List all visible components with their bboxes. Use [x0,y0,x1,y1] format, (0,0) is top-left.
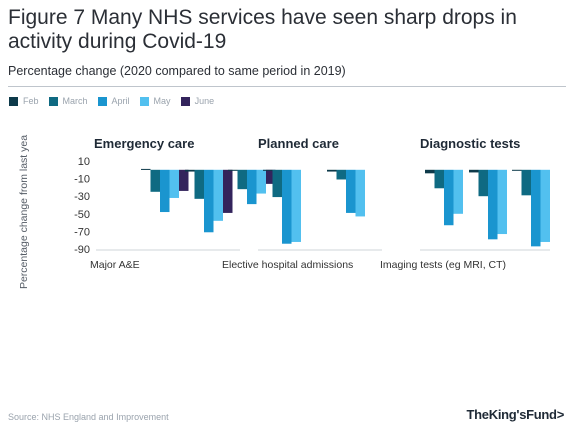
legend-item-june[interactable]: June [180,96,215,106]
bar-march [521,169,531,196]
bar-march [272,169,282,198]
bar-april [204,169,214,233]
bar-june [266,169,276,184]
legend-label-feb: Feb [23,96,39,106]
bar-april [160,169,170,213]
bar-april [488,169,498,240]
bar-march [237,169,247,190]
x-category-label: Elective hospital admissions [222,259,353,271]
bar-feb [512,169,522,171]
y-tick-label: -70 [74,226,90,238]
legend: Feb March April May June [9,96,214,106]
bar-feb [263,169,273,171]
bar-april [247,169,257,205]
y-tick-label: 10 [78,156,90,168]
bar-march [150,169,160,192]
bar-may [169,169,179,198]
bar-april [282,169,292,244]
legend-swatch-april [97,96,107,106]
legend-item-march[interactable]: March [48,96,88,106]
bar-may [213,169,223,221]
legend-swatch-june [180,96,190,106]
x-category-label: Imaging tests (eg MRI, CT) [380,259,506,271]
legend-label-june: June [194,96,215,106]
legend-label-may: May [153,96,171,106]
bar-may [497,169,507,235]
bar-may [540,169,550,242]
panel-title: Planned care [258,136,339,151]
y-tick-label: -10 [74,174,90,186]
bar-march [434,169,444,189]
bar-may [291,169,301,242]
bar-may [355,169,365,217]
legend-item-may[interactable]: May [139,96,171,106]
bar-march [194,169,204,199]
kings-fund-logo: TheKing'sFund> [466,407,565,422]
bar-may [256,169,266,194]
bar-feb [469,169,479,173]
x-category-label: Major A&E [90,259,140,271]
legend-item-feb[interactable]: Feb [9,96,39,106]
legend-label-april: April [111,96,130,106]
legend-item-april[interactable]: April [97,96,130,106]
bar-june [223,169,233,213]
source-note: Source: NHS England and Improvement [8,412,169,422]
panel-title: Emergency care [94,136,194,151]
legend-swatch-march [48,96,58,106]
y-tick-label: -30 [74,191,90,203]
bar-feb [327,169,337,172]
bar-feb [185,169,195,172]
divider [8,86,566,87]
legend-label-march: March [62,96,88,106]
bar-feb [228,169,238,171]
bar-may [453,169,463,214]
bar-feb [425,169,435,174]
bar-feb [141,168,151,170]
bar-march [336,169,346,180]
bar-april [444,169,454,226]
y-tick-label: -50 [74,209,90,221]
panel-title: Diagnostic tests [420,136,520,151]
legend-swatch-may [139,96,149,106]
chart-subtitle: Percentage change (2020 compared to same… [8,64,346,78]
bar-april [531,169,541,247]
legend-swatch-feb [9,96,18,106]
bar-march [478,169,488,197]
page-title: Figure 7 Many NHS services have seen sha… [8,6,517,53]
bar-june [179,169,189,191]
y-tick-label: -90 [74,244,90,256]
bar-april [346,169,356,213]
